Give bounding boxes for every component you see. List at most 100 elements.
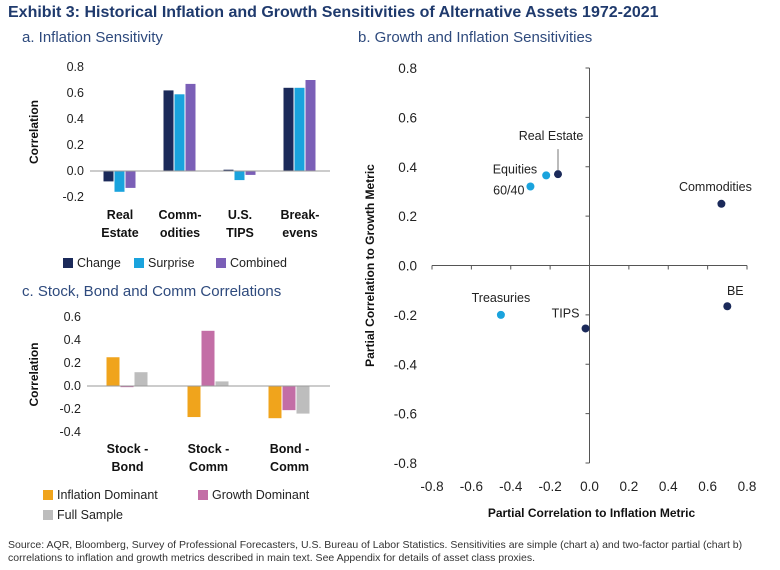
point-label-treasuries: Treasuries <box>472 291 531 305</box>
y-tick-label: -0.2 <box>394 308 417 323</box>
bar-combined <box>305 80 316 171</box>
y-tick-label: -0.2 <box>59 402 81 416</box>
legend-swatch <box>43 490 53 500</box>
legend-swatch <box>198 490 208 500</box>
y-tick-label: -0.4 <box>59 425 81 439</box>
bar-full-sample <box>134 372 148 386</box>
x-tick-label: 0.8 <box>738 479 757 494</box>
category-label: U.S. <box>228 208 252 222</box>
y-tick-label: 0.0 <box>64 379 81 393</box>
y-tick-label: 0.8 <box>67 60 84 74</box>
category-label: evens <box>282 226 317 240</box>
x-tick-label: -0.2 <box>538 479 561 494</box>
point-tips <box>581 324 590 333</box>
chart-c-title: c. Stock, Bond and Comm Correlations <box>22 283 282 300</box>
y-tick-label: 0.4 <box>64 333 81 347</box>
y-tick-label: 0.8 <box>398 61 417 76</box>
bar-growth-dominant <box>120 386 134 388</box>
y-tick-label: -0.8 <box>394 456 417 471</box>
category-label: TIPS <box>226 226 254 240</box>
x-tick-label: 0.2 <box>619 479 638 494</box>
bar-combined <box>125 171 136 188</box>
bar-surprise <box>114 171 125 192</box>
y-tick-label: 0.2 <box>67 138 84 152</box>
category-label: Bond <box>112 460 144 474</box>
point-be <box>723 302 732 311</box>
point-label-equities: Equities <box>493 162 537 176</box>
point-60-40 <box>526 182 535 191</box>
category-label: Bond - <box>270 442 310 456</box>
point-label-60-40: 60/40 <box>493 184 524 198</box>
chart-b-title: b. Growth and Inflation Sensitivities <box>358 29 593 46</box>
category-label: Comm <box>270 460 309 474</box>
legend-swatch <box>43 510 53 520</box>
y-tick-label: -0.6 <box>394 407 417 422</box>
x-tick-label: -0.6 <box>460 479 483 494</box>
category-label: Stock - <box>188 442 230 456</box>
bar-surprise <box>294 87 305 171</box>
bar-inflation-dominant <box>106 357 120 386</box>
x-tick-label: 0.4 <box>659 479 678 494</box>
y-tick-label: 0.6 <box>64 310 81 324</box>
x-tick-label: -0.8 <box>420 479 443 494</box>
y-axis-label: Correlation <box>27 342 41 406</box>
y-tick-label: 0.4 <box>398 160 417 175</box>
bar-surprise <box>174 94 185 171</box>
point-label-tips: TIPS <box>552 306 580 320</box>
bar-growth-dominant <box>282 386 296 411</box>
category-label: Comm- <box>158 208 201 222</box>
category-label: Real <box>107 208 133 222</box>
bar-change <box>163 90 174 171</box>
legend-swatch <box>216 258 226 268</box>
y-tick-label: 0.4 <box>67 112 84 126</box>
bar-full-sample <box>215 381 229 386</box>
y-tick-label: 0.6 <box>398 110 417 125</box>
y-tick-label: -0.4 <box>394 357 418 372</box>
legend-swatch <box>134 258 144 268</box>
category-label: Break- <box>281 208 320 222</box>
legend-label: Change <box>77 256 121 270</box>
page-title: Exhibit 3: Historical Inflation and Grow… <box>8 4 659 21</box>
category-label: Stock - <box>107 442 149 456</box>
legend-label: Full Sample <box>57 508 123 522</box>
y-tick-label: 0.6 <box>67 86 84 100</box>
y-axis-label: Correlation <box>27 100 41 164</box>
bar-full-sample <box>296 386 310 414</box>
point-real-estate <box>554 170 562 179</box>
y-axis-label: Partial Correlation to Growth Metric <box>363 164 377 367</box>
y-tick-label: 0.0 <box>67 164 84 178</box>
legend-label: Inflation Dominant <box>57 488 158 502</box>
category-label: Comm <box>189 460 228 474</box>
bar-combined <box>245 171 256 175</box>
bar-change <box>223 169 234 171</box>
x-tick-label: 0.6 <box>698 479 717 494</box>
bar-inflation-dominant <box>187 386 201 418</box>
y-tick-label: 0.2 <box>64 356 81 370</box>
point-label-real-estate: Real Estate <box>519 129 584 143</box>
point-commodities <box>717 199 726 208</box>
category-label: odities <box>160 226 200 240</box>
legend-swatch <box>63 258 73 268</box>
point-label-commodities: Commodities <box>679 180 752 194</box>
bar-inflation-dominant <box>268 386 282 419</box>
legend-label: Surprise <box>148 256 195 270</box>
x-tick-label: -0.4 <box>499 479 523 494</box>
point-treasuries <box>496 310 505 319</box>
x-axis-label: Partial Correlation to Inflation Metric <box>488 506 696 520</box>
legend-label: Growth Dominant <box>212 488 310 502</box>
bar-change <box>283 87 294 171</box>
category-label: Estate <box>101 226 139 240</box>
source-note: Source: AQR, Bloomberg, Survey of Profes… <box>8 539 743 564</box>
y-tick-label: 0.0 <box>398 259 417 274</box>
bar-surprise <box>234 171 245 181</box>
legend-label: Combined <box>230 256 287 270</box>
point-label-be: BE <box>727 284 744 298</box>
bar-combined <box>185 83 196 171</box>
bar-change <box>103 171 114 182</box>
bar-growth-dominant <box>201 330 215 386</box>
point-equities <box>542 171 551 180</box>
x-tick-label: 0.0 <box>580 479 599 494</box>
